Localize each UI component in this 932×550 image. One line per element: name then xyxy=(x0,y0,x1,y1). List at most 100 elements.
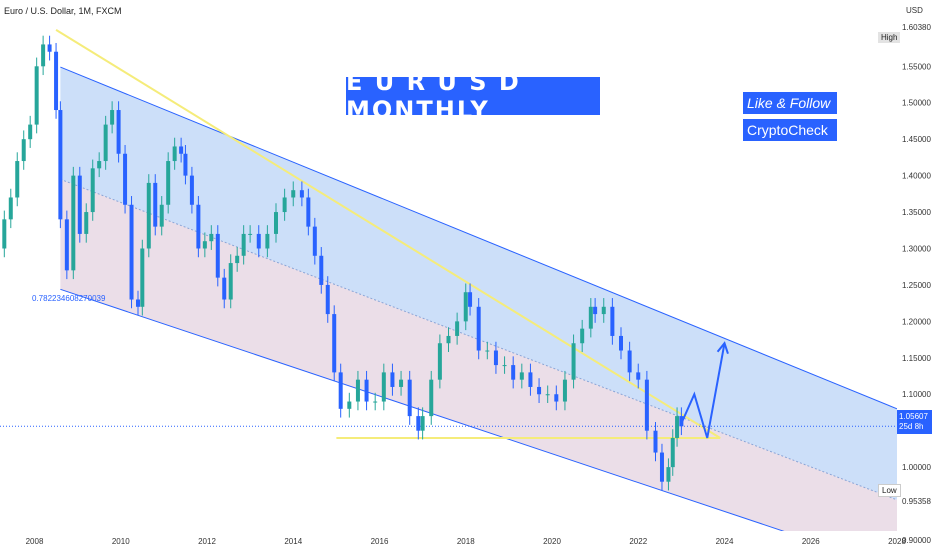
candle-body xyxy=(248,233,253,235)
candlesticks xyxy=(2,35,684,491)
candle-body xyxy=(468,292,473,307)
candle-body xyxy=(202,241,207,249)
candle-body xyxy=(601,306,606,315)
candle-body xyxy=(21,139,26,162)
candle-body xyxy=(670,437,675,468)
candle-body xyxy=(338,372,343,409)
candle-body xyxy=(588,306,593,329)
time-axis[interactable]: 2008 2010 2012 2014 2016 2018 2020 2022 2024 2026… xyxy=(0,531,906,550)
currency-label: USD xyxy=(906,6,923,15)
projection-path xyxy=(680,343,726,439)
candle-body xyxy=(116,110,121,154)
candle-body xyxy=(215,233,220,278)
candle-body xyxy=(593,306,598,315)
candle-body xyxy=(291,190,296,198)
fibo-value: 0.782234608270039 xyxy=(32,294,106,303)
countdown: 25d 8h xyxy=(899,422,924,431)
price-tick: 1.15000 xyxy=(902,354,931,363)
candle-body xyxy=(64,219,69,271)
candle-body xyxy=(84,212,89,234)
current-price-badge: 1.05607 25d 8h xyxy=(897,410,932,434)
candle-body xyxy=(256,233,261,249)
candle-body xyxy=(2,219,7,249)
author-tag: CryptoCheck xyxy=(743,119,837,141)
candle-body xyxy=(222,277,227,300)
candle-body xyxy=(129,204,134,300)
chart-banner: E U R U S D MONTHLY xyxy=(346,68,600,124)
price-axis[interactable]: 0.900000.953581.000001.050001.100001.150… xyxy=(897,0,932,550)
candle-body xyxy=(554,394,559,402)
candle-body xyxy=(97,161,102,169)
projection-arrowhead xyxy=(716,341,729,354)
candle-body xyxy=(15,161,20,198)
price-tick: 1.50000 xyxy=(902,99,931,108)
candle-body xyxy=(653,430,658,453)
candle-body xyxy=(241,233,246,256)
price-axis-bg xyxy=(897,0,932,550)
time-tick: 2020 xyxy=(543,537,561,546)
candle-body xyxy=(103,124,108,162)
candle-body xyxy=(675,416,680,438)
candle-body xyxy=(519,372,524,380)
time-tick: 2022 xyxy=(629,537,647,546)
candle-body xyxy=(627,350,632,373)
candle-body xyxy=(325,284,330,315)
candle-body xyxy=(619,335,623,351)
candle-body xyxy=(90,168,95,213)
candle-body xyxy=(455,321,460,336)
candle-body xyxy=(8,197,13,220)
time-tick: 2016 xyxy=(371,537,389,546)
price-tick: 1.60380 xyxy=(902,23,931,32)
channel-lower-line xyxy=(60,288,842,550)
like-follow-tag: Like & Follow xyxy=(743,92,837,114)
high-label: High xyxy=(878,32,901,43)
price-tick: 1.55000 xyxy=(902,62,931,71)
descending-trendline xyxy=(55,29,721,439)
candle-body xyxy=(189,175,194,205)
candle-body xyxy=(41,44,46,67)
price-tick: 1.25000 xyxy=(902,281,931,290)
channel-upper-line xyxy=(60,66,898,410)
candle-body xyxy=(159,204,164,227)
time-tick: 2024 xyxy=(716,537,734,546)
candle-body xyxy=(347,401,352,409)
candle-body xyxy=(332,314,337,373)
low-label: Low xyxy=(878,484,901,497)
price-tick: 0.90000 xyxy=(902,536,931,545)
candle-body xyxy=(476,306,481,351)
candle-body xyxy=(172,146,177,162)
candle-body xyxy=(463,292,468,322)
candle-body xyxy=(502,365,507,367)
candle-body xyxy=(274,212,278,234)
candle-body xyxy=(537,386,542,395)
time-tick: 2014 xyxy=(284,537,302,546)
candle-body xyxy=(364,379,369,402)
candle-body xyxy=(545,394,550,396)
candle-body xyxy=(429,379,434,417)
candle-body xyxy=(146,182,151,249)
time-tick: 2026 xyxy=(802,537,820,546)
candle-body xyxy=(47,44,52,52)
candle-body xyxy=(659,452,664,482)
candle-body xyxy=(136,299,140,307)
price-tick: 1.30000 xyxy=(902,244,931,253)
candle-body xyxy=(636,372,641,380)
candle-body xyxy=(299,190,304,198)
candle-body xyxy=(54,51,59,111)
candle-body xyxy=(312,226,317,256)
time-tick: 2008 xyxy=(26,537,44,546)
candle-body xyxy=(183,153,188,176)
price-tick: 1.20000 xyxy=(902,317,931,326)
candle-body xyxy=(446,335,451,344)
time-tick: 2012 xyxy=(198,537,216,546)
candle-body xyxy=(666,467,671,482)
candle-body xyxy=(571,343,576,380)
candle-body xyxy=(196,204,201,249)
candle-body xyxy=(355,379,360,402)
candle-body xyxy=(493,350,498,366)
current-price: 1.05607 xyxy=(899,412,928,421)
channel-lower-zone xyxy=(60,179,897,550)
price-tick: 1.35000 xyxy=(902,208,931,217)
candle-body xyxy=(166,161,171,205)
